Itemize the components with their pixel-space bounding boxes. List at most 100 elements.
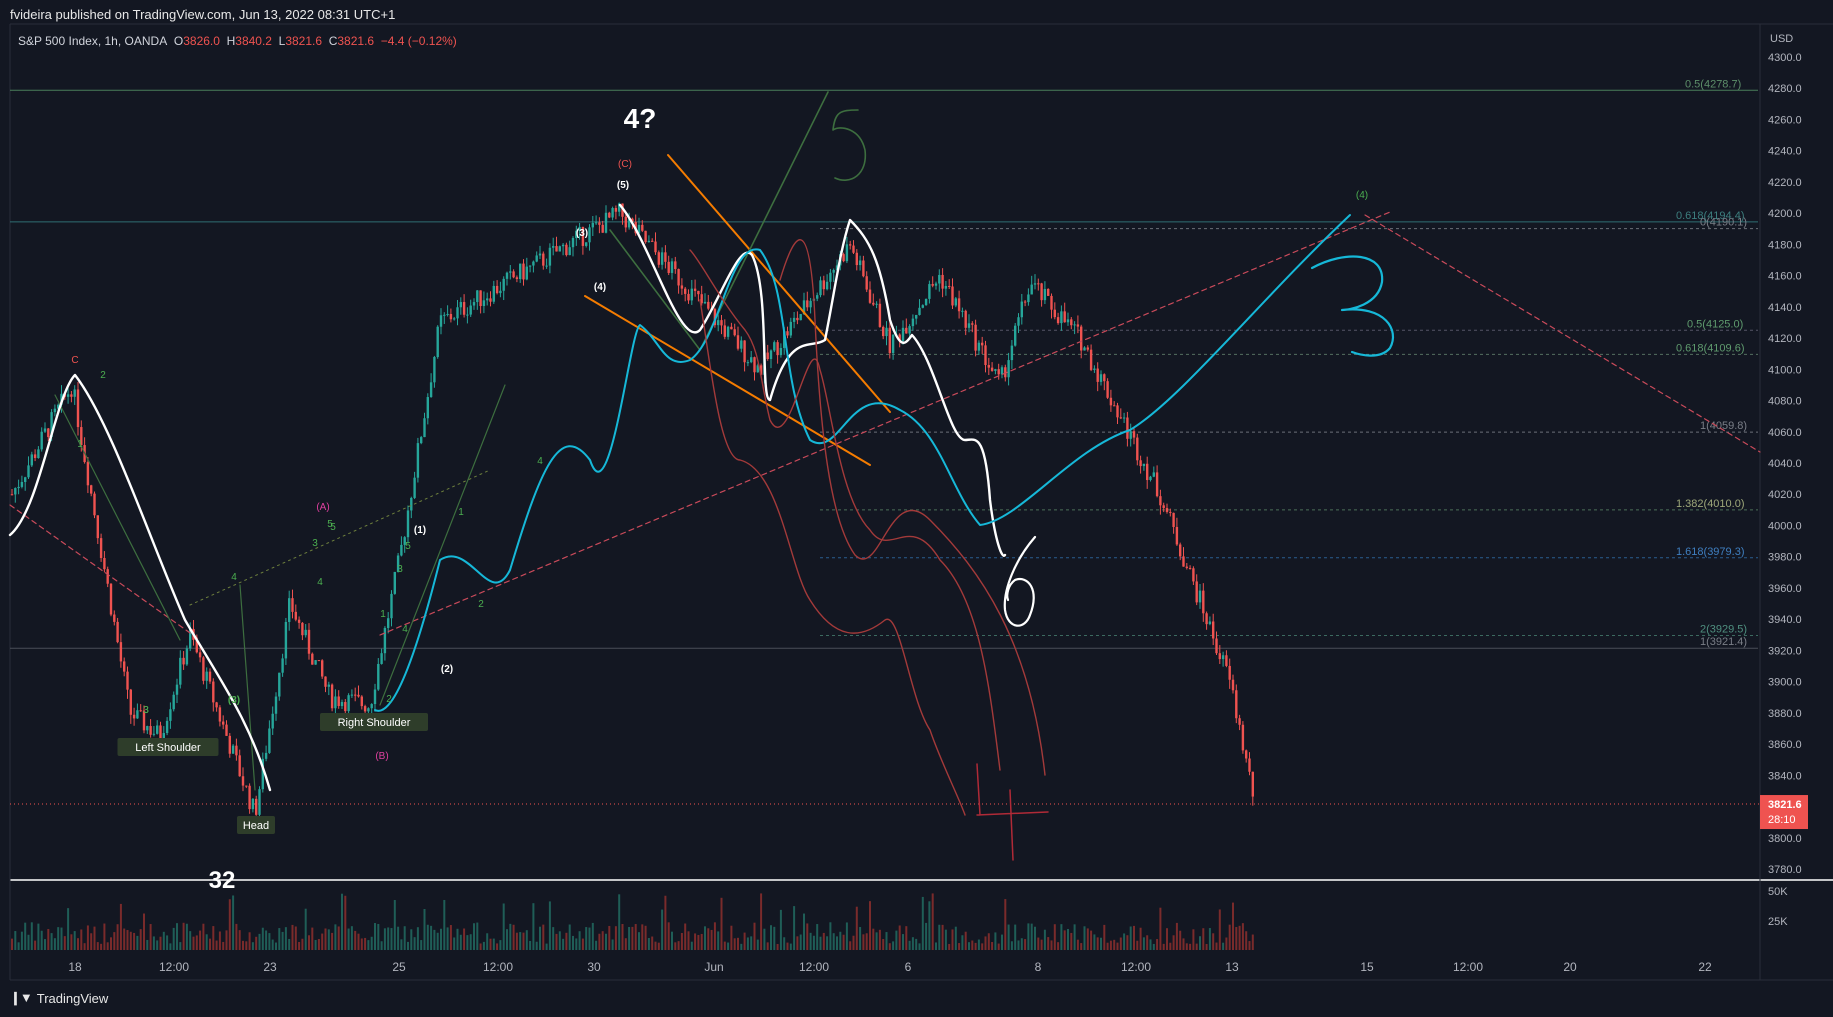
volume-bar [852,935,855,950]
candlesticks [10,202,1254,823]
volume-bar [661,909,664,950]
volume-bar [908,940,911,950]
volume-bar [1139,927,1142,950]
volume-bar [1053,924,1056,950]
candle-body [324,676,327,687]
candle-body [149,726,152,735]
volume-bar [822,932,825,950]
volume-bar [690,941,693,950]
volume-bar [911,937,914,950]
volume-bar [30,922,33,950]
volume-bar [96,942,99,950]
volume-bar [1103,924,1106,950]
time-tick-label: 30 [587,960,601,974]
candle-body [175,684,179,695]
volume-bar [878,929,881,950]
candle-body [255,798,258,815]
volume-bar [133,932,136,950]
candle-body [1248,758,1251,772]
candle-body [113,614,116,622]
candle-body [888,327,891,354]
price-tick-label: 3840.0 [1768,770,1802,782]
volume-bar [519,932,522,950]
candle-body [1086,347,1089,350]
candle-body [1017,317,1020,326]
orange-trendline [584,295,871,466]
wave-label: 4 [537,456,543,467]
volume-bar [1248,941,1251,950]
volume-bar [694,933,697,950]
candle-body [1208,621,1212,625]
candle-body [1076,324,1080,327]
candle-body [268,728,271,753]
volume-bar [1126,935,1129,950]
candle-body [855,252,858,266]
volume-bar [506,929,508,950]
time-axis[interactable]: 18 12:00 23 25 12:00 30 Jun 12:00 6 8 12:00 13 15 12:… [68,960,1712,974]
green-dotted-line [189,469,491,606]
volume-bar [268,933,271,950]
volume-bar [463,928,466,950]
volume-bar [766,942,769,950]
candle-body [769,350,773,360]
candle-body [825,281,829,290]
candle-body [218,707,222,722]
candle-body [1004,367,1007,378]
candle-body [736,335,740,349]
candle-body [476,290,479,303]
candle-body [759,365,763,375]
wave-label: (3) [228,695,240,706]
candle-body [1050,295,1053,310]
time-tick-label: 12:00 [483,960,513,974]
volume-bar [730,925,733,950]
volume-bar [552,927,555,950]
candle-body [915,314,918,319]
candle-body [693,288,697,291]
candle-body [532,261,535,266]
volume-bar [110,937,112,950]
volume-bar [67,908,70,950]
volume-bar [997,943,1000,950]
volume-bar [1096,937,1099,950]
volume-bar [842,934,845,950]
candle-body [614,208,618,212]
candle-body [495,285,499,294]
volume-bar [651,936,654,950]
volume-bar [238,930,241,950]
tradingview-brand[interactable]: ❙▼ TradingView [10,990,108,1006]
symbol-name[interactable]: S&P 500 Index, 1h, OANDA [18,34,168,48]
candle-body [578,226,581,231]
candle-body [43,428,47,432]
volume-bar [60,927,63,950]
volume-bar [14,931,17,950]
volume-bar [1030,923,1033,950]
volume-bar [291,924,294,950]
candle-body [182,657,185,665]
volume-bar [235,923,238,950]
price-axis[interactable]: 4300.0 4280.0 4260.0 4240.0 4220.0 4200.0 4180… [1760,52,1808,928]
volume-bar [456,928,459,950]
volume-bar [390,928,393,950]
volume-bar [539,926,541,950]
volume-bar [647,938,650,950]
volume-bar [1251,934,1254,950]
candle-body [400,544,403,556]
volume-bar [717,931,720,950]
candle-body [228,735,231,754]
volume-bar [737,937,739,950]
volume-bar [1235,927,1238,950]
wave-label: (2) [441,664,453,675]
volume-bar [20,931,23,950]
candle-body [1139,460,1142,467]
price-tick-label: 3800.0 [1768,833,1802,845]
candle-body [1030,284,1033,295]
wave-label: 2 [100,370,106,381]
volume-bar [634,924,637,950]
candle-body [116,621,119,643]
high-label: H [226,34,236,48]
candle-body [1073,324,1076,326]
volume-bar [687,931,690,950]
volume-bar [314,939,317,950]
candle-body [984,345,987,366]
